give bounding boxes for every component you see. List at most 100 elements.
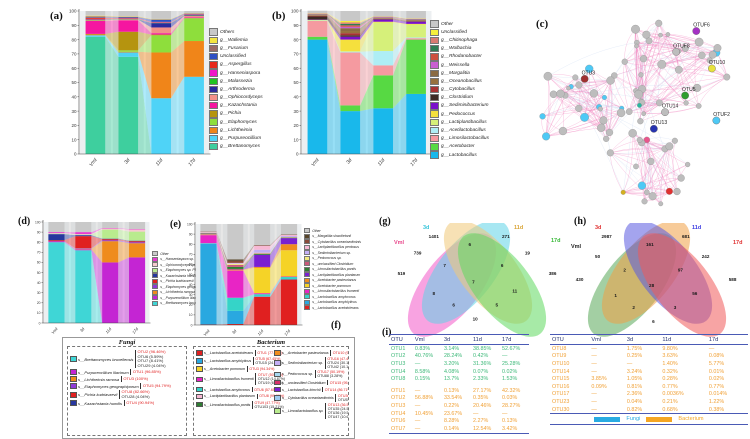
value-cell: — (708, 345, 715, 352)
bar-segment (254, 245, 271, 250)
network-node-labeled (672, 47, 681, 56)
bar-segment (227, 263, 244, 265)
bar-segment (118, 50, 139, 52)
y-tick-label: 100 (291, 9, 299, 14)
bar-segment (406, 24, 426, 38)
flow-ribbon (270, 238, 281, 267)
y-tick-label: 100 (69, 9, 77, 14)
x-tick-label: 11d (377, 157, 387, 167)
bar-segment (307, 21, 328, 37)
flow-ribbon (393, 19, 407, 24)
bar-segment (281, 276, 298, 278)
y-tick-label: 50 (71, 80, 77, 85)
bar-segment (227, 263, 244, 264)
network-node (599, 116, 608, 125)
bar-segment (75, 236, 92, 249)
legend-label: s__Elaphomyces sp. PSU (160, 268, 200, 273)
flow-ribbon (91, 229, 103, 239)
value-cell: 2.33% (472, 376, 489, 383)
chart-e-legend: Other s__Margalitia shackletonii s__Cytoba… (304, 228, 361, 311)
legend-item: g__Acetobacter (430, 143, 489, 151)
bar-segment (373, 22, 394, 52)
bar-segment (75, 232, 92, 235)
flow-ribbon (138, 51, 152, 99)
flow-ribbon (270, 234, 281, 246)
value-cell: 0.04% (626, 398, 643, 405)
table-row: OTU2 40.76% 28.24% 0.42% — (389, 353, 529, 361)
bar-segment (373, 75, 394, 109)
network-node (665, 187, 673, 195)
legend-label: g__Margalitia (441, 70, 470, 76)
legend-item: g__Sediminibacterium (430, 102, 489, 110)
bar-segment (307, 15, 328, 17)
value-cell: 3.24% (626, 368, 643, 375)
legend-label: g__Oceanobacillus (441, 78, 482, 84)
otu-id: OTU3 (100%) (123, 375, 148, 381)
legend-item: g__Clostridium (430, 94, 489, 102)
value-cell: — (626, 360, 633, 367)
bar-segment (227, 259, 244, 261)
flow-ribbon (243, 253, 255, 269)
species-name: s__unclassified Clostridium (281, 380, 326, 385)
network-edge (545, 76, 549, 137)
network-edge (646, 164, 688, 193)
network-edge (641, 142, 653, 197)
table-row: OTU1 — 0.13% 27.17% 42.32% (389, 387, 529, 395)
y-tick-label: 10 (293, 137, 299, 142)
flow-ribbon (105, 15, 119, 17)
legend-label: s__Lactiplantibacillus plantarum (312, 272, 361, 277)
network-edge (593, 85, 698, 94)
network-node (642, 30, 651, 39)
value-cell: — (591, 391, 597, 398)
bar-segment (184, 41, 204, 77)
bar-segment (48, 222, 65, 233)
bar-segment (254, 294, 271, 297)
flow-ribbon (270, 234, 281, 246)
species-otu-entry: s__Lactobacillus amylovorus OTU6 (57.65%) (196, 386, 279, 393)
flow-ribbon (243, 296, 255, 324)
bar-segment (48, 234, 65, 241)
legend-item: g__Aspergillus (209, 61, 263, 69)
bar-segment (373, 11, 394, 17)
bracket-line (246, 366, 248, 373)
flow-ribbon (216, 243, 228, 325)
flow-ribbon (270, 276, 281, 295)
otu-id: OTU12 (14.87%) (257, 377, 286, 382)
flow-ribbon (360, 21, 374, 52)
otu-id-cell: OTU17 (552, 391, 570, 398)
legend-label: g__Cytobacillus (441, 87, 475, 93)
legend-swatch (152, 289, 159, 295)
bar-segment (118, 17, 139, 19)
value-cell: 23.67% (443, 410, 463, 417)
flow-ribbon (138, 52, 152, 154)
flow-ribbon (216, 232, 228, 267)
otu-id: OTU15 (95.17%) (329, 380, 349, 385)
flow-ribbon (91, 236, 103, 249)
panel-label-c: (c) (536, 18, 549, 30)
network-node (575, 81, 583, 89)
value-cell: 1.53% (501, 376, 518, 383)
network-edge (639, 50, 680, 141)
venn-count: 11 (512, 289, 517, 294)
table-row: OTU4 10.45% 23.67% — — (389, 410, 529, 418)
bar-segment (406, 93, 426, 154)
bar-segment (85, 15, 106, 17)
legend-swatch (430, 143, 439, 151)
flow-ribbon (393, 17, 407, 21)
y-tick-label: 20 (37, 301, 41, 305)
y-tick-label: 90 (71, 23, 77, 28)
bar-segment (254, 252, 271, 254)
legend-item: s__Limosilactobacillus frumenti (304, 288, 361, 295)
table-row: OTU16 0.09% 0.81% 0.77% 0.77% (550, 383, 748, 391)
flow-ribbon (216, 243, 228, 311)
value-cell: 0.03% (501, 395, 518, 402)
flow-ribbon (243, 252, 255, 265)
species-otu-entry: s__Limosilactobacillus pontis OTU9 (47.77… (196, 400, 284, 409)
legend-label: s__Acetobacter pasteurianus (312, 278, 357, 283)
network-edge (667, 34, 718, 49)
bar-segment (75, 234, 92, 235)
network-node (658, 32, 663, 38)
network-node-label: OTU5 (682, 87, 696, 93)
flow-ribbon (360, 11, 374, 22)
